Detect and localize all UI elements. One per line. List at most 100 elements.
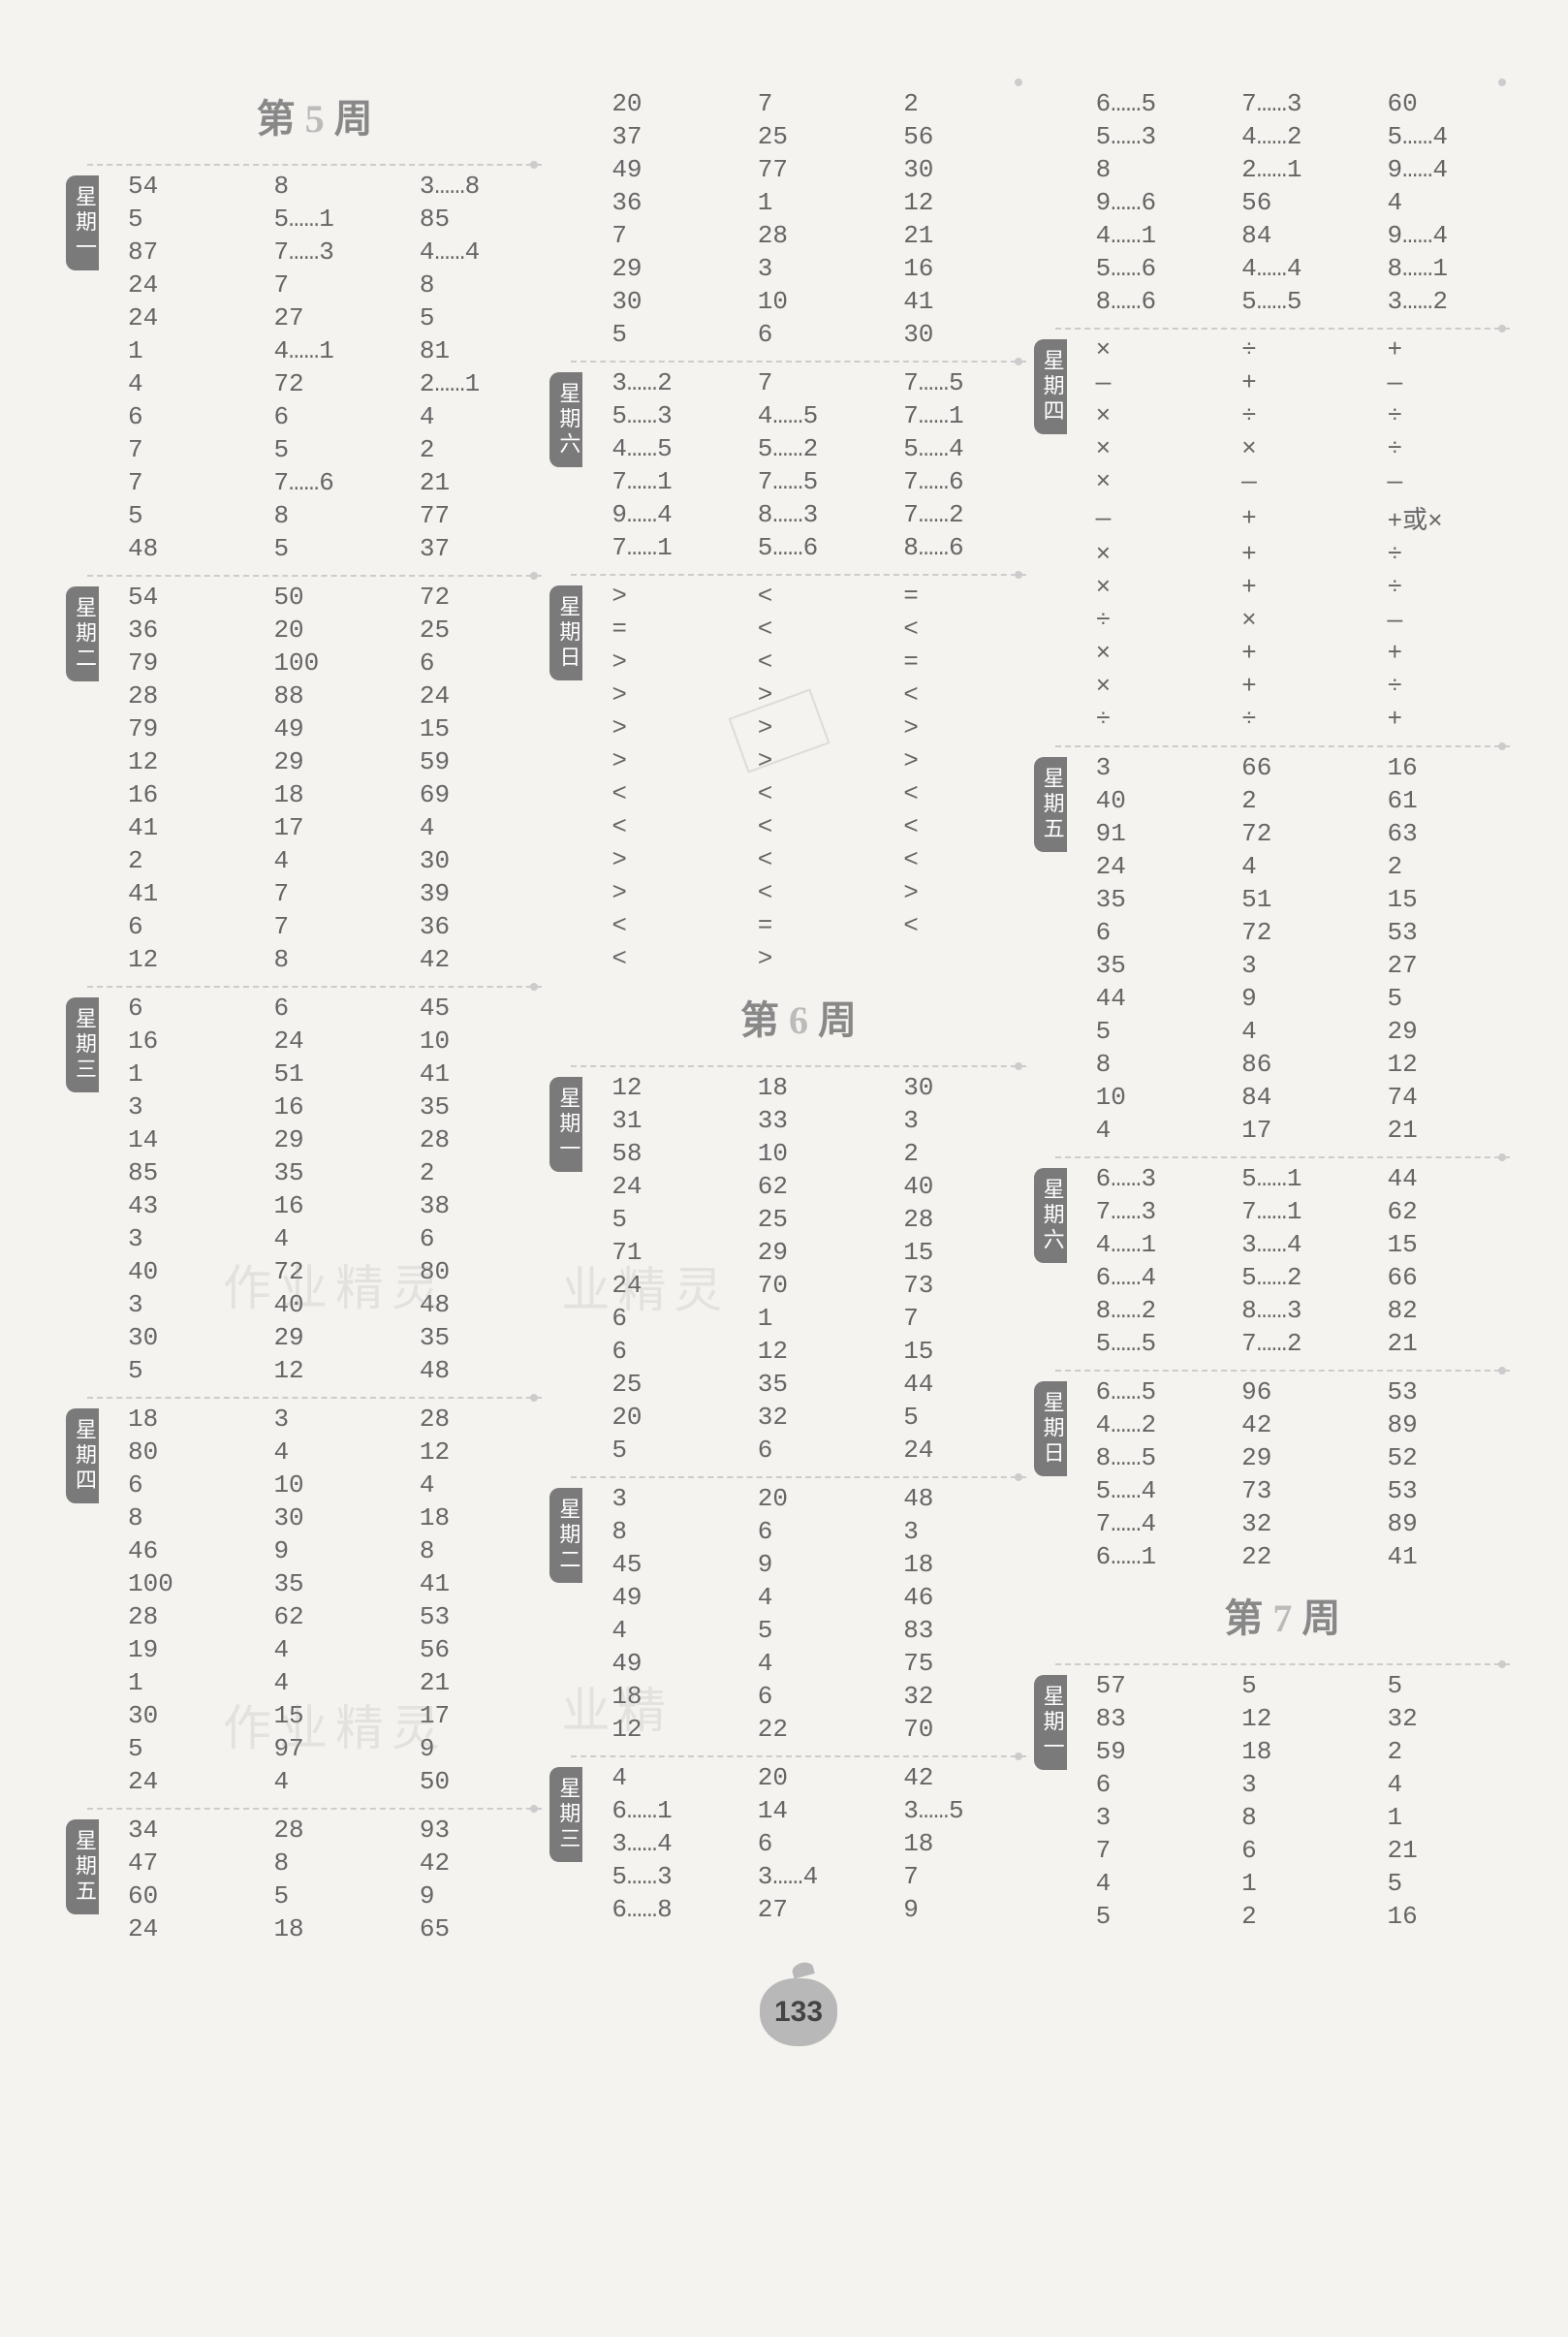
answer-cell: × — [1073, 637, 1218, 670]
answer-cell: 5 — [105, 203, 250, 236]
answer-table: 1218303133358102246240525287129152470736… — [588, 1071, 1025, 1467]
answer-cell: — — [1073, 366, 1218, 399]
table-row: 7……15……68……6 — [588, 531, 1025, 564]
table-row: 52528 — [588, 1203, 1025, 1236]
answer-cell: 15 — [1364, 1228, 1510, 1261]
table-row: 41174 — [105, 811, 542, 844]
table-row: 1003541 — [105, 1567, 542, 1600]
table-row: 41721 — [1073, 1114, 1510, 1147]
answer-cell: ÷ — [1364, 670, 1510, 703]
answer-cell: 49 — [588, 1581, 734, 1614]
answer-cell: < — [735, 810, 880, 843]
answer-table: 342893478426059241865 — [105, 1814, 542, 1945]
answer-cell: 25 — [396, 614, 542, 647]
day-tab-wed: 星期三 — [66, 997, 99, 1092]
table-row: 31333 — [588, 1104, 1025, 1137]
table-row: 4……1849……4 — [1073, 219, 1510, 252]
w5-day4-block: 星期四 183288041261048301846981003541286253… — [87, 1397, 542, 1802]
answer-cell: > — [588, 580, 734, 613]
answer-cell: 32 — [1364, 1702, 1510, 1735]
answer-cell: > — [588, 711, 734, 744]
answer-cell: 8 — [1073, 153, 1218, 186]
answer-cell: 35 — [1073, 883, 1218, 916]
table-row: 36112 — [588, 186, 1025, 219]
answer-cell: 5 — [250, 1879, 395, 1912]
day-tab-sun: 星期日 — [1034, 1381, 1067, 1476]
answer-cell: 20 — [250, 614, 395, 647]
answer-cell: 4 — [250, 844, 395, 877]
answer-cell: 27 — [735, 1893, 880, 1926]
answer-cell: 5 — [588, 1203, 734, 1236]
answer-cell: 3……2 — [1364, 285, 1510, 318]
table-row: 12842 — [105, 943, 542, 976]
answer-cell: 8 — [250, 1847, 395, 1879]
answer-cell: 1 — [1364, 1801, 1510, 1834]
table-row: 917263 — [1073, 817, 1510, 850]
column-mid: 2072372556497730361127282129316301041563… — [571, 78, 1025, 1949]
answer-cell: 3……4 — [735, 1860, 880, 1893]
w5-day5-cont-block: 2072372556497730361127282129316301041563… — [571, 83, 1025, 355]
answer-cell: 83 — [1073, 1702, 1218, 1735]
answer-cell: 86 — [1218, 1048, 1364, 1081]
answer-table: 420426……1143……53……46185……33……476……8279 — [588, 1761, 1025, 1926]
answer-cell: 89 — [1364, 1507, 1510, 1540]
answer-cell: < — [588, 909, 734, 942]
table-row: 752 — [105, 433, 542, 466]
answer-cell: 48 — [105, 532, 250, 565]
answer-cell: 3……4 — [588, 1827, 734, 1860]
table-row: 35327 — [1073, 949, 1510, 982]
answer-cell: 3 — [735, 252, 880, 285]
answer-cell: 5……3 — [588, 399, 734, 432]
answer-cell: 18 — [880, 1827, 1025, 1860]
table-row: 372556 — [588, 120, 1025, 153]
day-tab-sat: 星期六 — [549, 372, 582, 467]
answer-cell: 8……5 — [1073, 1441, 1218, 1474]
answer-cell: 60 — [1364, 87, 1510, 120]
answer-cell: 36 — [396, 910, 542, 943]
answer-cell: 3 — [1218, 1768, 1364, 1801]
table-row: 5……64……48……1 — [1073, 252, 1510, 285]
page: 第 5 周 星期一 5483……855……185877……34……4247824… — [87, 78, 1510, 1949]
answer-cell: 5……4 — [1364, 120, 1510, 153]
answer-cell: 24 — [588, 1170, 734, 1203]
answer-cell: 2 — [880, 87, 1025, 120]
answer-cell: 4 — [396, 400, 542, 433]
w5-day1-block: 星期一 5483……855……185877……34……424782427514…… — [87, 164, 542, 569]
table-row: 47842 — [105, 1847, 542, 1879]
table-row: 3……277……5 — [588, 366, 1025, 399]
answer-cell: 40 — [105, 1255, 250, 1288]
answer-cell: 7 — [1073, 1834, 1218, 1867]
table-row: 4722……1 — [105, 367, 542, 400]
answer-cell: 3……2 — [588, 366, 734, 399]
table-row: 36616 — [1073, 751, 1510, 784]
table-row: 29316 — [588, 252, 1025, 285]
table-row: >>> — [588, 744, 1025, 777]
answer-cell: 32 — [735, 1401, 880, 1434]
table-row: 45918 — [588, 1548, 1025, 1581]
table-row: 6……1143……5 — [588, 1794, 1025, 1827]
answer-cell: 1 — [105, 334, 250, 367]
answer-cell: 8……1 — [1364, 252, 1510, 285]
answer-cell: 6 — [396, 647, 542, 679]
answer-cell: 80 — [396, 1255, 542, 1288]
answer-cell: 18 — [588, 1680, 734, 1713]
answer-cell: 12 — [735, 1335, 880, 1368]
answer-cell: 77 — [396, 499, 542, 532]
answer-cell: 5……4 — [1073, 1474, 1218, 1507]
answer-cell: × — [1073, 432, 1218, 465]
answer-cell: 45 — [588, 1548, 734, 1581]
answer-cell: < — [735, 843, 880, 876]
table-row: 5755 — [1073, 1669, 1510, 1702]
answer-cell: 24 — [588, 1269, 734, 1302]
week-7-header: 第 7 周 — [1055, 1577, 1510, 1658]
answer-cell: 2 — [880, 1137, 1025, 1170]
answer-cell: 3 — [1073, 1801, 1218, 1834]
answer-cell: 6……5 — [1073, 1375, 1218, 1408]
answer-cell: 4 — [1073, 1114, 1218, 1147]
table-row: 18328 — [105, 1403, 542, 1436]
answer-cell: 30 — [396, 844, 542, 877]
answer-cell: 12 — [250, 1354, 395, 1387]
table-row: 51248 — [105, 1354, 542, 1387]
table-row: —+— — [1073, 366, 1510, 399]
answer-cell: 1 — [105, 1666, 250, 1699]
